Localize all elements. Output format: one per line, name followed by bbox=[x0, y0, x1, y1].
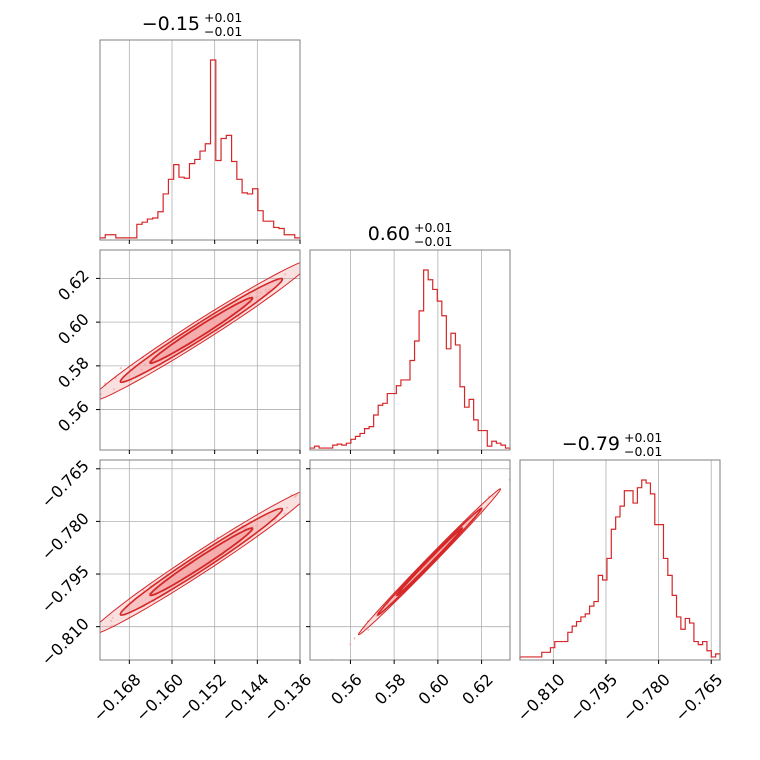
sample-point bbox=[491, 495, 495, 498]
x-tick-label-2: −0.765 bbox=[671, 670, 726, 725]
x-tick-label-2: −0.780 bbox=[619, 670, 674, 725]
sample-point bbox=[75, 646, 77, 648]
param-title-0-minus: −0.01 bbox=[204, 24, 242, 39]
x-tick-label-1: 0.62 bbox=[458, 670, 497, 709]
x-tick-label-1: 0.60 bbox=[415, 670, 454, 709]
param-title-2: −0.79 bbox=[562, 433, 620, 455]
sample-point bbox=[302, 496, 304, 498]
sample-point bbox=[313, 252, 315, 254]
sample-point bbox=[75, 648, 77, 650]
scatter-frame bbox=[99, 249, 301, 451]
sample-point bbox=[349, 643, 352, 646]
param-title-0-plus: +0.01 bbox=[204, 10, 242, 25]
sample-point bbox=[367, 628, 370, 631]
x-tick-label-1: 0.56 bbox=[327, 670, 366, 709]
y-tick-label-1: 0.58 bbox=[54, 353, 93, 392]
hist-frame-1 bbox=[309, 249, 511, 451]
sample-point bbox=[110, 619, 113, 623]
scatter-panel-1-0 bbox=[33, 249, 315, 454]
hist-frame-0 bbox=[99, 39, 301, 241]
y-tick-label-2: −0.765 bbox=[38, 456, 93, 511]
sample-point bbox=[97, 623, 99, 625]
sample-point bbox=[112, 388, 116, 391]
sample-point bbox=[274, 518, 277, 521]
x-tick-label-2: −0.810 bbox=[513, 670, 568, 725]
density-contour-2 bbox=[149, 527, 254, 597]
sample-point bbox=[353, 637, 356, 640]
sample-point bbox=[83, 637, 85, 639]
scatter-contents bbox=[75, 482, 321, 650]
density-contour-2 bbox=[395, 527, 464, 597]
sample-point bbox=[94, 631, 96, 633]
hist-panel-0 bbox=[99, 39, 301, 244]
param-title-2-minus: −0.01 bbox=[624, 444, 662, 459]
sample-point bbox=[114, 377, 117, 380]
sample-point bbox=[111, 616, 114, 620]
y-tick-label-1: 0.60 bbox=[54, 310, 93, 349]
x-tick-label-0: −0.136 bbox=[260, 670, 315, 725]
hist-frame-2 bbox=[519, 459, 721, 661]
y-tick-label-2: −0.795 bbox=[38, 561, 93, 616]
hist-panel-2 bbox=[519, 459, 721, 664]
sample-point bbox=[284, 273, 287, 276]
scatter-contents bbox=[329, 463, 528, 664]
y-tick-label-1: 0.56 bbox=[54, 397, 93, 436]
y-tick-label-2: −0.810 bbox=[38, 614, 93, 669]
sample-point bbox=[142, 589, 145, 592]
sample-point bbox=[319, 482, 321, 484]
tick-labels: −0.168−0.160−0.152−0.144−0.136 0.56 0.58 0.… bbox=[38, 266, 727, 725]
sample-point bbox=[110, 624, 113, 627]
x-tick-label-1: 0.58 bbox=[371, 670, 410, 709]
y-tick-label-2: −0.780 bbox=[38, 509, 93, 564]
panels-layer: −0.168−0.160−0.152−0.144−0.136 0.56 0.58 0.… bbox=[33, 39, 727, 725]
scatter-frame bbox=[99, 459, 301, 661]
sample-point bbox=[283, 512, 286, 515]
density-contour-2 bbox=[149, 296, 254, 365]
scatter-contents bbox=[33, 252, 315, 433]
param-title-0: −0.15 bbox=[142, 13, 200, 35]
y-tick-label-1: 0.62 bbox=[54, 266, 93, 305]
sample-point bbox=[315, 491, 317, 493]
x-tick-label-2: −0.795 bbox=[566, 670, 621, 725]
scatter-frame bbox=[309, 459, 511, 661]
titles-layer: −0.15 +0.01 −0.01 0.60 +0.01 −0.01 −0.79… bbox=[142, 10, 663, 459]
scatter-panel-2-1 bbox=[306, 459, 528, 664]
param-title-1: 0.60 bbox=[368, 223, 410, 245]
hist-panel-1 bbox=[309, 249, 511, 454]
sample-point bbox=[90, 632, 92, 634]
histogram-step-2 bbox=[519, 479, 721, 660]
param-title-2-plus: +0.01 bbox=[624, 430, 662, 445]
histogram-step-1 bbox=[309, 269, 511, 450]
sample-point bbox=[50, 418, 52, 420]
param-title-1-plus: +0.01 bbox=[414, 220, 452, 235]
sample-point bbox=[329, 662, 331, 664]
param-title-1-minus: −0.01 bbox=[414, 234, 452, 249]
sample-point bbox=[33, 431, 35, 433]
sample-point bbox=[333, 662, 335, 664]
sample-point bbox=[526, 463, 528, 465]
sample-point bbox=[295, 494, 298, 497]
sample-point bbox=[119, 367, 122, 370]
histogram-step-0 bbox=[99, 59, 301, 240]
sample-point bbox=[285, 506, 289, 509]
sample-point bbox=[293, 495, 297, 499]
scatter-panel-2-0 bbox=[75, 459, 321, 664]
